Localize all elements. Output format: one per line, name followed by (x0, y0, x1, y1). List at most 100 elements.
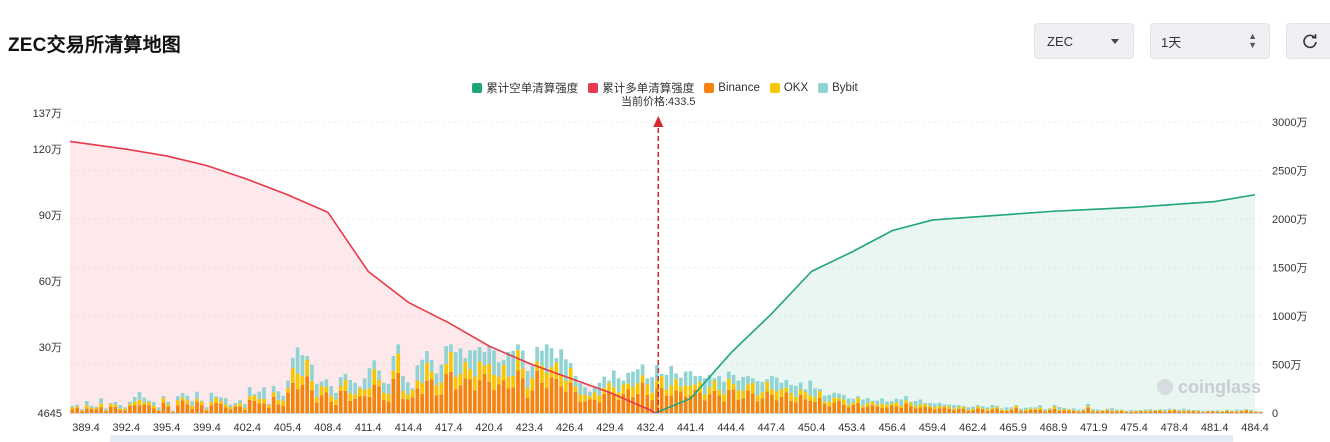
bar-segment-bybit (966, 407, 971, 410)
bar-segment-binance (1071, 410, 1076, 413)
bar-segment-binance (377, 386, 381, 413)
bar-segment-okx (765, 381, 769, 392)
bar-segment-bybit (1110, 408, 1114, 411)
bar-segment-binance (837, 400, 841, 413)
bar-segment-okx (382, 392, 386, 401)
bar-segment-bybit (1158, 409, 1162, 410)
bar-segment-binance (899, 408, 904, 413)
bar-segment-bybit (918, 399, 923, 405)
bar-segment-binance (209, 405, 214, 413)
bar-segment-okx (573, 386, 578, 392)
bar-segment-binance (1062, 410, 1066, 413)
bar-segment-binance (348, 400, 353, 413)
bar-segment-bybit (894, 398, 899, 403)
bar-segment-binance (300, 384, 305, 413)
bar-segment-binance (425, 380, 429, 413)
bar-segment-bybit (123, 407, 127, 409)
bar-segment-bybit (889, 401, 894, 404)
bar-segment-bybit (161, 396, 166, 398)
bar-segment-bybit (1033, 407, 1038, 409)
bar-segment-binance (1215, 411, 1220, 413)
bar-segment-okx (132, 401, 137, 406)
watermark-logo-icon (1157, 379, 1173, 395)
bar-segment-okx (578, 394, 583, 402)
bar-segment-okx (909, 402, 913, 407)
bar-segment-binance (856, 402, 860, 413)
bar-segment-bybit (520, 350, 525, 369)
bar-segment-okx (966, 409, 971, 411)
bar-segment-binance (1119, 410, 1124, 413)
legend-item-short-cum[interactable]: 累计空单清算强度 (472, 80, 578, 96)
x-tick-label: 395.4 (153, 422, 181, 434)
bar-segment-bybit (372, 360, 377, 370)
x-tick-label: 444.4 (717, 422, 745, 434)
bar-segment-okx (554, 362, 559, 379)
bar-segment-binance (75, 407, 80, 413)
bar-segment-bybit (425, 351, 429, 363)
bar-segment-bybit (568, 363, 573, 369)
bar-segment-binance (1009, 410, 1014, 413)
bar-segment-bybit (841, 395, 846, 400)
x-tick-label: 456.4 (878, 422, 906, 434)
bar-segment-okx (755, 395, 760, 402)
bar-segment-binance (1100, 411, 1105, 413)
bar-segment-binance (693, 389, 698, 413)
bar-segment-bybit (444, 346, 448, 365)
bar-segment-okx (1062, 409, 1066, 411)
bar-segment-okx (592, 392, 597, 400)
bar-segment-bybit (611, 370, 616, 388)
bar-segment-bybit (223, 398, 228, 405)
bar-segment-okx (128, 404, 132, 406)
bar-segment-okx (1110, 410, 1114, 412)
bar-segment-binance (726, 389, 731, 413)
bar-segment-binance (156, 410, 161, 413)
bar-segment-binance (659, 388, 664, 413)
bar-segment-binance (271, 396, 276, 413)
bar-segment-okx (199, 401, 204, 406)
legend-item-long-cum[interactable]: 累计多单清算强度 (588, 80, 694, 96)
bar-segment-bybit (813, 388, 817, 397)
bar-segment-bybit (774, 377, 779, 392)
bar-segment-bybit (137, 392, 142, 400)
bar-segment-okx (928, 405, 932, 408)
bar-segment-bybit (655, 364, 659, 381)
bar-segment-binance (175, 405, 180, 413)
bar-segment-binance (219, 403, 223, 413)
bar-segment-binance (650, 400, 654, 413)
bar-segment-okx (817, 390, 822, 398)
y-right-tick-label: 3000万 (1272, 117, 1307, 129)
bar-segment-bybit (1076, 409, 1081, 411)
bar-segment-binance (1086, 407, 1090, 413)
refresh-button[interactable] (1286, 23, 1330, 59)
bar-segment-okx (1191, 410, 1196, 412)
page-title: ZEC交易所清算地图 (8, 35, 182, 56)
bar-segment-bybit (492, 350, 496, 375)
bar-segment-bybit (995, 405, 999, 408)
bar-segment-binance (267, 407, 271, 413)
legend-item-binance[interactable]: Binance (704, 82, 760, 94)
time-range-select[interactable]: 1天 ▲ ▼ (1150, 23, 1270, 59)
bar-segment-bybit (75, 404, 80, 407)
bar-segment-bybit (501, 359, 506, 365)
bar-segment-binance (1019, 411, 1023, 413)
bar-segment-bybit (1014, 405, 1019, 406)
watermark-text: coinglass (1178, 377, 1261, 397)
x-tick-label: 471.9 (1080, 422, 1108, 434)
symbol-select[interactable]: ZEC (1034, 23, 1134, 59)
bar-segment-okx (861, 405, 865, 408)
bar-segment-bybit (305, 355, 309, 360)
bar-segment-binance (1162, 411, 1167, 413)
bar-segment-bybit (401, 376, 405, 392)
bar-segment-okx (803, 392, 808, 400)
bar-segment-bybit (243, 403, 247, 408)
legend-item-okx[interactable]: OKX (769, 82, 808, 94)
bar-segment-okx (904, 400, 908, 404)
bar-segment-binance (592, 399, 597, 413)
bar-segment-binance (631, 397, 635, 413)
bar-segment-okx (386, 393, 391, 402)
x-tick-label: 453.4 (838, 422, 866, 434)
bar-segment-okx (1158, 409, 1162, 411)
legend-item-bybit[interactable]: Bybit (818, 82, 858, 94)
bar-segment-okx (219, 400, 223, 404)
bar-segment-binance (214, 403, 218, 413)
